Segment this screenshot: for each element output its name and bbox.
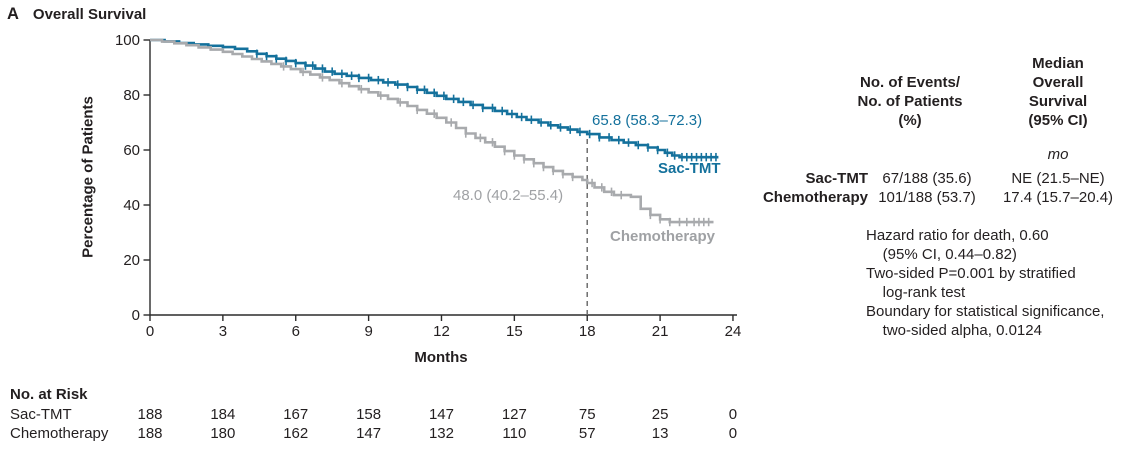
risk-count: 158 xyxy=(356,406,382,423)
risk-count: 0 xyxy=(728,425,738,442)
x-tick-label: 0 xyxy=(145,323,155,340)
sac-tmt-estimate-annotation: 65.8 (58.3–72.3) xyxy=(592,112,703,129)
km-curve-chemotherapy xyxy=(150,38,714,224)
risk-count: 75 xyxy=(578,406,596,423)
x-tick-label: 18 xyxy=(578,323,596,340)
risk-count: 57 xyxy=(578,425,596,442)
x-tick-label: 12 xyxy=(433,323,450,340)
km-curve-sac-tmt xyxy=(150,38,719,159)
y-tick-label: 20 xyxy=(123,252,140,269)
x-axis-title: Months xyxy=(414,349,468,366)
x-tick-label: 3 xyxy=(218,323,228,340)
stats-events-sac-tmt: 67/188 (35.6) xyxy=(882,170,972,187)
page-title: Overall Survival xyxy=(32,6,147,23)
risk-count: 180 xyxy=(210,425,236,442)
x-tick-label: 6 xyxy=(291,323,300,340)
chemo-curve-label: Chemotherapy xyxy=(610,228,716,245)
y-tick-label: 100 xyxy=(114,32,140,49)
risk-count: 13 xyxy=(651,425,669,442)
risk-count: 147 xyxy=(356,425,382,442)
x-tick-label: 9 xyxy=(364,323,373,340)
risk-count: 162 xyxy=(283,425,309,442)
risk-count: 25 xyxy=(651,406,669,423)
risk-count: 188 xyxy=(137,406,163,423)
risk-count: 127 xyxy=(501,406,527,423)
hazard-ratio-notes: Hazard ratio for death, 0.60 (95% CI, 0.… xyxy=(866,227,1105,339)
stats-row-label-chemotherapy: Chemotherapy xyxy=(762,189,868,206)
y-tick-label: 40 xyxy=(123,197,140,214)
panel-letter: A xyxy=(7,5,19,23)
risk-count: 0 xyxy=(728,406,738,423)
y-tick-label: 60 xyxy=(123,142,140,159)
risk-count: 167 xyxy=(283,406,309,423)
stats-row-label-sac-tmt: Sac-TMT xyxy=(805,170,868,187)
risk-count: 132 xyxy=(428,425,454,442)
risk-count: 110 xyxy=(502,425,527,442)
events-column-header: No. of Events/ No. of Patients (%) xyxy=(857,74,963,129)
stats-events-chemotherapy: 101/188 (53.7) xyxy=(878,189,976,206)
chemo-estimate-annotation: 48.0 (40.2–55.4) xyxy=(453,187,564,204)
sac-tmt-curve-label: Sac-TMT xyxy=(658,160,721,177)
no-at-risk-title: No. at Risk xyxy=(10,386,88,403)
risk-row-label-sac-tmt: Sac-TMT xyxy=(10,406,72,423)
median-os-column-header: Median Overall Survival (95% CI) xyxy=(1028,55,1088,129)
x-tick-label: 21 xyxy=(651,323,669,340)
x-tick-label: 15 xyxy=(506,323,523,340)
stats-median-chemotherapy: 17.4 (15.7–20.4) xyxy=(1002,189,1114,206)
x-tick-label: 24 xyxy=(724,323,742,340)
panel-title-row: A Overall Survival xyxy=(7,5,146,24)
risk-count: 184 xyxy=(210,406,236,423)
stats-median-sac-tmt: NE (21.5–NE) xyxy=(1011,170,1105,187)
y-tick-label: 0 xyxy=(131,307,140,324)
risk-count: 188 xyxy=(137,425,163,442)
y-tick-label: 80 xyxy=(123,87,140,104)
risk-count: 147 xyxy=(428,406,454,423)
risk-row-label-chemotherapy: Chemotherapy xyxy=(10,425,109,442)
unit-label: mo xyxy=(1047,146,1069,163)
